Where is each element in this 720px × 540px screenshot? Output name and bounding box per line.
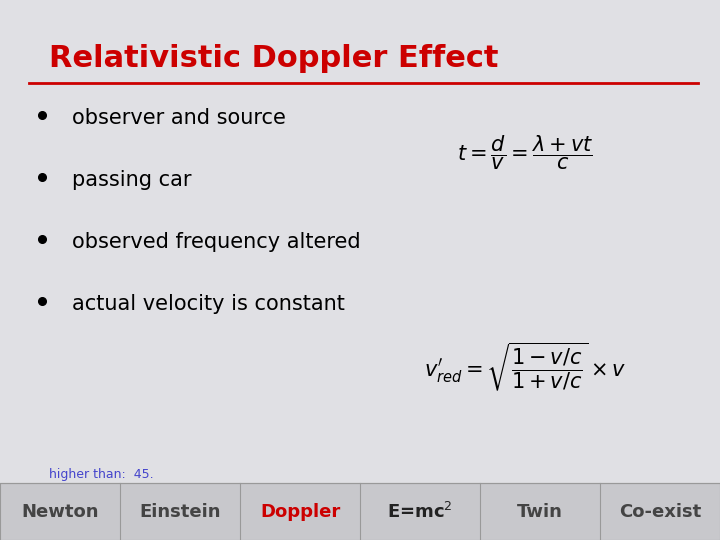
Text: $v^{\prime}_{red} = \sqrt{\dfrac{1 - v/c}{1 + v/c}} \times v$: $v^{\prime}_{red} = \sqrt{\dfrac{1 - v/c… bbox=[425, 341, 626, 394]
FancyBboxPatch shape bbox=[0, 483, 720, 540]
Text: E=mc$^2$: E=mc$^2$ bbox=[387, 502, 453, 522]
Text: Einstein: Einstein bbox=[139, 503, 221, 521]
Text: Doppler: Doppler bbox=[260, 503, 340, 521]
Text: Twin: Twin bbox=[517, 503, 563, 521]
Text: Relativistic Doppler Effect: Relativistic Doppler Effect bbox=[49, 44, 498, 73]
Text: observer and source: observer and source bbox=[72, 107, 286, 128]
Text: $t = \dfrac{d}{v} = \dfrac{\lambda + vt}{c}$: $t = \dfrac{d}{v} = \dfrac{\lambda + vt}… bbox=[457, 133, 594, 172]
Text: actual velocity is constant: actual velocity is constant bbox=[72, 294, 345, 314]
Text: Co-exist: Co-exist bbox=[619, 503, 701, 521]
Text: observed frequency altered: observed frequency altered bbox=[72, 232, 361, 252]
Text: higher than:  45.: higher than: 45. bbox=[49, 468, 153, 481]
Text: Newton: Newton bbox=[22, 503, 99, 521]
Text: passing car: passing car bbox=[72, 170, 192, 190]
